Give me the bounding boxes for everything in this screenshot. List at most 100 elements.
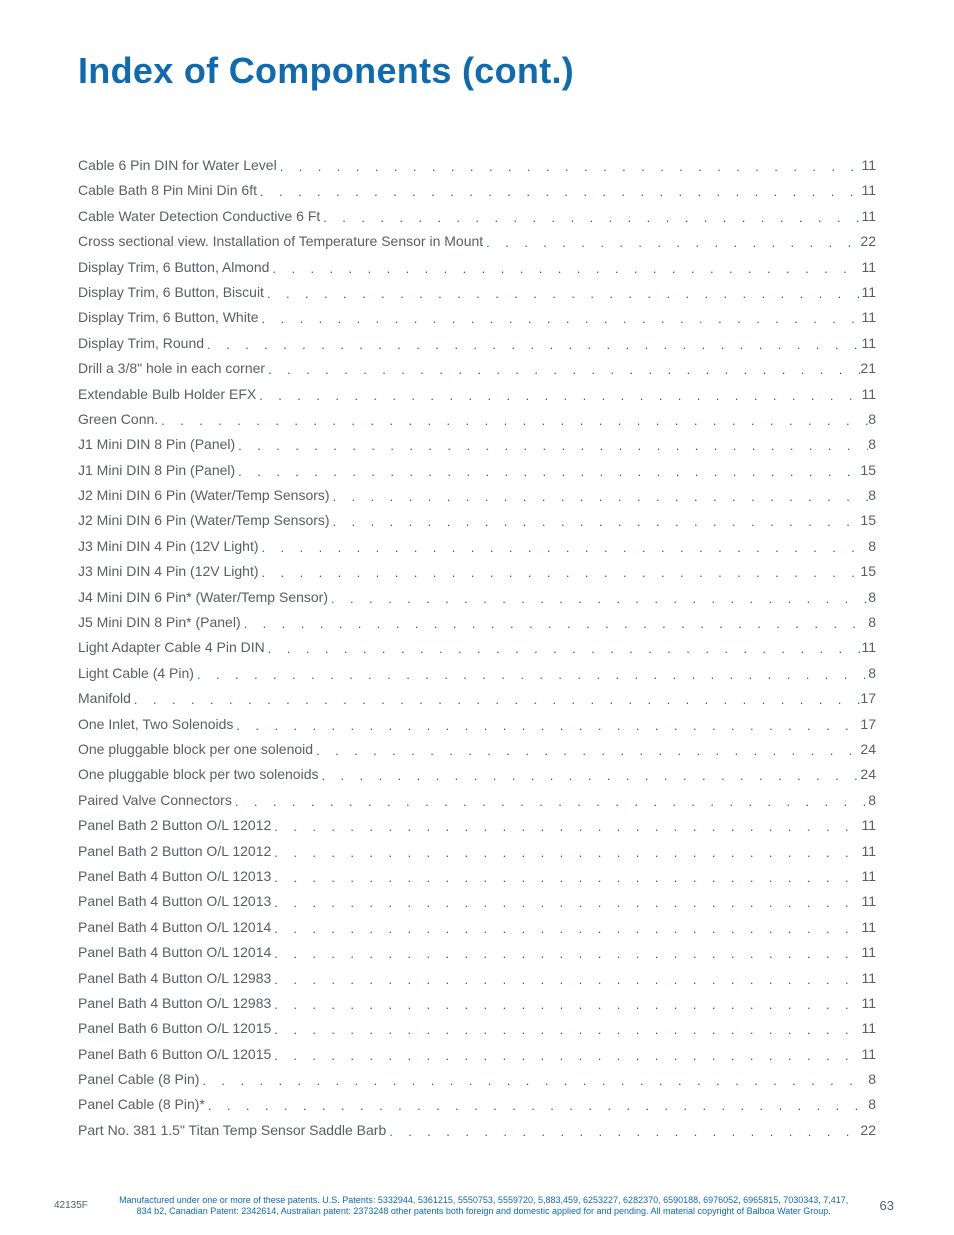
index-entry-label: Panel Bath 4 Button O/L 12014 xyxy=(78,920,271,934)
component-index-list: Cable 6 Pin DIN for Water Level11Cable B… xyxy=(78,158,876,1137)
dot-leader xyxy=(241,617,869,630)
dot-leader xyxy=(264,287,862,300)
index-row: Panel Cable (8 Pin)*8 xyxy=(78,1097,876,1111)
index-entry-page: 11 xyxy=(861,1047,876,1061)
index-row: Panel Bath 4 Button O/L 1201411 xyxy=(78,920,876,934)
index-entry-page: 8 xyxy=(868,1072,876,1086)
index-row: Cable Water Detection Conductive 6 Ft11 xyxy=(78,209,876,223)
dot-leader xyxy=(277,160,862,173)
index-entry-label: Green Conn. xyxy=(78,412,158,426)
dot-leader xyxy=(271,947,861,960)
index-entry-page: 11 xyxy=(861,818,876,832)
dot-leader xyxy=(271,820,861,833)
index-entry-label: Panel Cable (8 Pin) xyxy=(78,1072,199,1086)
legal-text: Manufactured under one or more of these … xyxy=(106,1195,862,1218)
index-entry-label: Cable 6 Pin DIN for Water Level xyxy=(78,158,277,172)
index-row: Cable 6 Pin DIN for Water Level11 xyxy=(78,158,876,172)
index-entry-label: Display Trim, 6 Button, White xyxy=(78,310,259,324)
index-row: J5 Mini DIN 8 Pin* (Panel) 8 xyxy=(78,615,876,629)
dot-leader xyxy=(319,769,861,782)
dot-leader xyxy=(271,998,861,1011)
dot-leader xyxy=(271,1023,861,1036)
index-row: One Inlet, Two Solenoids17 xyxy=(78,717,876,731)
index-entry-page: 8 xyxy=(868,1097,876,1111)
index-entry-label: Cable Bath 8 Pin Mini Din 6ft xyxy=(78,183,257,197)
dot-leader xyxy=(386,1125,860,1138)
index-entry-label: One Inlet, Two Solenoids xyxy=(78,717,233,731)
index-entry-page: 11 xyxy=(861,209,876,223)
dot-leader xyxy=(320,211,861,224)
index-entry-page: 11 xyxy=(861,869,876,883)
index-row: Paired Valve Connectors 8 xyxy=(78,793,876,807)
dot-leader xyxy=(271,973,861,986)
index-entry-label: J1 Mini DIN 8 Pin (Panel) xyxy=(78,463,235,477)
index-entry-page: 11 xyxy=(861,1021,876,1035)
index-entry-label: One pluggable block per one solenoid xyxy=(78,742,313,756)
index-row: J3 Mini DIN 4 Pin (12V Light)8 xyxy=(78,539,876,553)
index-row: Cable Bath 8 Pin Mini Din 6ft11 xyxy=(78,183,876,197)
index-entry-label: Panel Bath 6 Button O/L 12015 xyxy=(78,1021,271,1035)
index-row: Drill a 3/8" hole in each corner21 xyxy=(78,361,876,375)
legal-line-1: Manufactured under one or more of these … xyxy=(119,1195,848,1205)
index-entry-page: 11 xyxy=(861,336,876,350)
index-row: Cross sectional view. Installation of Te… xyxy=(78,234,876,248)
dot-leader xyxy=(158,414,868,427)
index-row: Panel Bath 4 Button O/L 1201411 xyxy=(78,945,876,959)
index-entry-label: Light Adapter Cable 4 Pin DIN xyxy=(78,640,265,654)
dot-leader xyxy=(313,744,860,757)
page-number: 63 xyxy=(880,1198,894,1213)
index-entry-page: 17 xyxy=(860,691,876,705)
dot-leader xyxy=(265,363,860,376)
index-entry-page: 8 xyxy=(868,412,876,426)
document-id: 42135F xyxy=(54,1200,88,1211)
index-row: Panel Bath 4 Button O/L 1201311 xyxy=(78,894,876,908)
page-title: Index of Components (cont.) xyxy=(78,50,876,92)
dot-leader xyxy=(265,642,862,655)
index-row: Part No. 381 1.5" Titan Temp Sensor Sadd… xyxy=(78,1123,876,1137)
index-row: J2 Mini DIN 6 Pin (Water/Temp Sensors)15 xyxy=(78,513,876,527)
page: Index of Components (cont.) Cable 6 Pin … xyxy=(0,0,954,1235)
index-entry-label: Panel Bath 4 Button O/L 12013 xyxy=(78,869,271,883)
index-row: Panel Bath 2 Button O/L 1201211 xyxy=(78,818,876,832)
index-entry-label: Display Trim, 6 Button, Biscuit xyxy=(78,285,264,299)
index-entry-label: Extendable Bulb Holder EFX xyxy=(78,387,256,401)
index-entry-page: 11 xyxy=(861,894,876,908)
index-entry-page: 8 xyxy=(868,666,876,680)
index-entry-page: 15 xyxy=(860,564,876,578)
index-row: Panel Cable (8 Pin) 8 xyxy=(78,1072,876,1086)
index-entry-label: Paired Valve Connectors xyxy=(78,793,232,807)
index-entry-page: 11 xyxy=(861,387,876,401)
dot-leader xyxy=(483,236,860,249)
index-entry-label: Panel Bath 2 Button O/L 12012 xyxy=(78,844,271,858)
index-entry-page: 8 xyxy=(868,488,876,502)
index-entry-label: Manifold xyxy=(78,691,131,705)
index-entry-label: One pluggable block per two solenoids xyxy=(78,767,319,781)
dot-leader xyxy=(271,871,861,884)
index-entry-page: 11 xyxy=(861,945,876,959)
index-row: One pluggable block per two solenoids24 xyxy=(78,767,876,781)
index-row: Manifold 17 xyxy=(78,691,876,705)
index-row: J1 Mini DIN 8 Pin (Panel)8 xyxy=(78,437,876,451)
index-entry-page: 8 xyxy=(868,615,876,629)
index-entry-page: 8 xyxy=(868,793,876,807)
dot-leader xyxy=(259,566,861,579)
index-row: One pluggable block per one solenoid24 xyxy=(78,742,876,756)
index-entry-page: 15 xyxy=(860,463,876,477)
index-row: J1 Mini DIN 8 Pin (Panel) 15 xyxy=(78,463,876,477)
dot-leader xyxy=(204,338,861,351)
dot-leader xyxy=(269,262,861,275)
index-entry-label: Light Cable (4 Pin) xyxy=(78,666,194,680)
index-entry-label: Panel Bath 6 Button O/L 12015 xyxy=(78,1047,271,1061)
index-entry-page: 22 xyxy=(860,1123,876,1137)
index-row: Display Trim, Round11 xyxy=(78,336,876,350)
dot-leader xyxy=(259,312,862,325)
index-entry-page: 11 xyxy=(861,310,876,324)
index-entry-label: J2 Mini DIN 6 Pin (Water/Temp Sensors) xyxy=(78,513,330,527)
index-entry-label: Panel Bath 4 Button O/L 12983 xyxy=(78,971,271,985)
index-entry-label: J5 Mini DIN 8 Pin* (Panel) xyxy=(78,615,241,629)
index-entry-page: 11 xyxy=(861,996,876,1010)
dot-leader xyxy=(232,795,868,808)
dot-leader xyxy=(330,490,869,503)
index-row: Panel Bath 4 Button O/L 1298311 xyxy=(78,971,876,985)
dot-leader xyxy=(256,389,861,402)
